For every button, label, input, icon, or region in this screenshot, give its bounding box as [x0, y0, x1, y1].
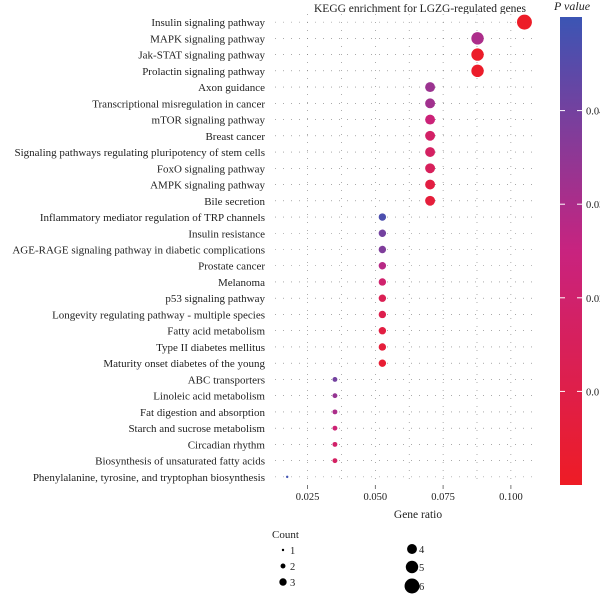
color-legend-ticks: 0.01 0.02 0.03 0.04 [560, 107, 600, 398]
category-label: Longevity regulating pathway - multiple … [52, 309, 265, 321]
category-label: Type II diabetes mellitus [156, 342, 265, 354]
data-point [378, 294, 387, 302]
data-point [378, 343, 387, 351]
data-point [471, 64, 484, 78]
size-legend-title: Count [272, 529, 299, 541]
category-label: Starch and sucrose metabolism [128, 423, 265, 435]
size-legend-dot [405, 560, 419, 574]
category-label: Breast cancer [205, 131, 265, 143]
category-label: Insulin resistance [188, 228, 265, 240]
data-point [286, 475, 289, 479]
data-point [332, 441, 338, 447]
color-legend: P value 0.01 0.02 0.03 0.04 [553, 0, 600, 485]
category-label: Fat digestion and absorption [140, 407, 265, 419]
data-point [332, 458, 338, 464]
category-label: MAPK signaling pathway [150, 33, 265, 45]
category-label: Melanoma [218, 277, 265, 289]
category-label: Linoleic acid metabolism [153, 391, 265, 403]
category-label: Biosynthesis of unsaturated fatty acids [95, 456, 265, 468]
data-point [378, 245, 387, 254]
x-axis-label: Gene ratio [394, 509, 442, 521]
category-label: ABC transporters [188, 374, 265, 386]
plot-area [275, 14, 538, 485]
color-legend-tick-label: 0.04 [586, 107, 600, 118]
data-point [425, 195, 436, 206]
data-point [425, 163, 436, 174]
chart-title: KEGG enrichment for LGZG-regulated genes [314, 3, 527, 15]
size-legend-label: 1 [290, 546, 295, 557]
category-label: FoxO signaling pathway [157, 163, 266, 175]
data-point [471, 48, 484, 61]
data-point [425, 82, 436, 93]
data-point [471, 32, 484, 45]
color-legend-tick-label: 0.01 [586, 387, 600, 398]
data-point [425, 130, 436, 141]
data-point [425, 179, 436, 190]
x-axis: 0.025 0.050 0.075 0.100 [296, 485, 523, 503]
data-point [378, 213, 387, 221]
size-legend-label: 3 [290, 578, 295, 589]
color-legend-tick-label: 0.02 [586, 294, 600, 305]
x-tick-label: 0.050 [364, 492, 388, 503]
category-label: Insulin signaling pathway [151, 17, 265, 29]
size-legend-dot [404, 578, 420, 594]
data-point [378, 310, 387, 319]
category-labels: Insulin signaling pathway MAPK signaling … [12, 17, 265, 484]
category-label: Inflammatory mediator regulation of TRP … [40, 212, 265, 224]
size-legend-label: 2 [290, 562, 295, 573]
data-point [516, 14, 532, 30]
data-point [332, 393, 338, 399]
data-point [332, 409, 338, 415]
data-point [425, 147, 436, 158]
category-label: Prostate cancer [198, 261, 265, 273]
color-legend-tick-label: 0.03 [586, 200, 600, 211]
data-point [425, 98, 436, 109]
data-point [332, 376, 338, 382]
category-label: Jak-STAT signaling pathway [138, 50, 265, 62]
category-label: Maturity onset diabetes of the young [103, 358, 265, 370]
color-legend-bar [560, 17, 582, 485]
x-tick-label: 0.100 [499, 492, 523, 503]
data-point [332, 425, 338, 431]
size-legend: Count 1 2 3 4 5 6 [272, 529, 425, 594]
x-tick-label: 0.025 [296, 492, 320, 503]
grid-lines [275, 14, 538, 485]
category-label: Phenylalanine, tyrosine, and tryptophan … [33, 472, 265, 484]
category-label: Prolactin signaling pathway [142, 66, 265, 78]
category-label: Fatty acid metabolism [167, 326, 265, 338]
data-point [425, 114, 436, 125]
data-point [378, 278, 387, 286]
size-legend-dot [407, 544, 417, 554]
size-legend-label: 6 [419, 582, 424, 593]
color-legend-title: P value [553, 0, 591, 13]
size-legend-label: 4 [419, 545, 425, 556]
category-label: Axon guidance [198, 82, 265, 94]
category-label: Signaling pathways regulating pluripoten… [14, 147, 265, 159]
category-label: Circadian rhythm [188, 439, 266, 451]
size-legend-dot [279, 578, 287, 586]
data-points [286, 14, 532, 479]
x-tick-label: 0.075 [431, 492, 455, 503]
category-label: Bile secretion [204, 196, 265, 208]
category-label: mTOR signaling pathway [152, 115, 266, 127]
category-label: p53 signaling pathway [165, 293, 265, 305]
size-legend-dot [281, 548, 285, 552]
size-legend-label: 5 [419, 563, 424, 574]
data-point [378, 327, 387, 335]
size-legend-dot [280, 563, 286, 569]
data-point [378, 229, 387, 237]
category-label: AGE-RAGE signaling pathway in diabetic c… [12, 245, 265, 257]
data-point [378, 262, 387, 270]
category-label: AMPK signaling pathway [150, 180, 265, 192]
category-label: Transcriptional misregulation in cancer [92, 98, 265, 110]
data-point [378, 359, 387, 367]
